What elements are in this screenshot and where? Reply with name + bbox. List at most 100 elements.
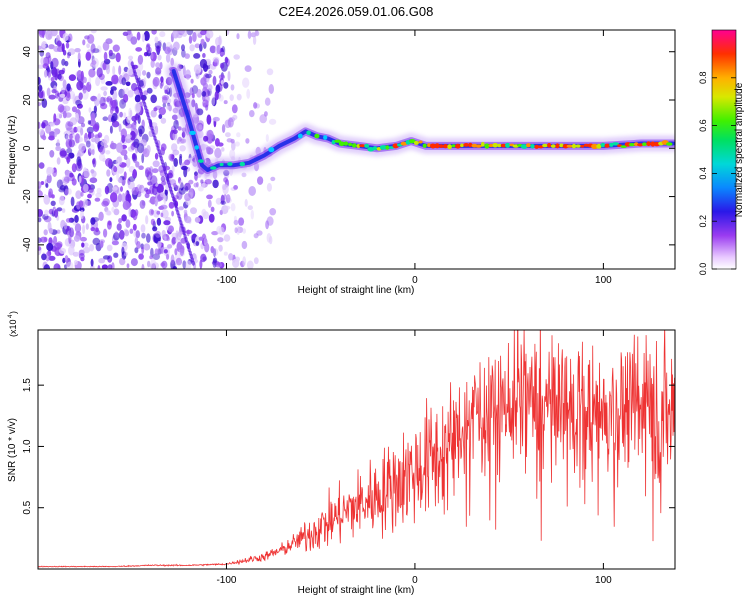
spectrogram-cell <box>219 51 226 56</box>
spectrogram-cell <box>200 179 204 184</box>
spectrogram-cell <box>74 223 82 233</box>
spectrogram-cell <box>125 219 131 228</box>
spectrogram-cell <box>150 209 154 215</box>
spectrogram-cell <box>137 62 144 72</box>
spectrogram-cell <box>364 143 370 148</box>
spectrogram-cell <box>48 94 56 100</box>
spectrogram-cell <box>232 258 240 268</box>
spectrogram-cell <box>210 206 215 212</box>
spectrogram-cell <box>488 143 494 148</box>
spectrogram-cell <box>56 139 60 149</box>
spectrogram-cell <box>218 35 222 46</box>
spectrogram-cell <box>141 246 145 254</box>
spectrogram-cell <box>111 99 117 109</box>
spectrogram-y-tick-label: -40 <box>22 237 33 252</box>
spectrogram-cell <box>45 30 53 40</box>
spectrogram-cell <box>600 142 606 148</box>
spectrogram-cell <box>48 227 54 234</box>
spectrogram-cell <box>87 193 92 199</box>
spectrogram-cell <box>62 67 66 73</box>
spectrogram-cell <box>250 209 254 220</box>
spectrogram-cell <box>80 70 84 81</box>
spectrogram-cell <box>121 77 127 86</box>
spectrogram-y-label: Frequency (Hz) <box>7 116 18 185</box>
spectrogram-cell <box>460 143 464 148</box>
spectrogram-cell <box>203 135 209 142</box>
spectrogram-cell <box>314 133 320 139</box>
spectrogram-cell <box>103 51 108 61</box>
spectrogram-cell <box>78 143 86 152</box>
spectrogram-cell <box>185 69 191 80</box>
spectrogram-cell <box>65 92 71 102</box>
spectrogram-cell <box>158 114 163 119</box>
spectrogram-cell <box>200 253 207 263</box>
spectrogram-cell <box>56 229 61 234</box>
spectrogram-cell <box>348 142 353 147</box>
spectrogram-cell <box>141 232 146 239</box>
spectrogram-cell <box>218 94 224 102</box>
spectrogram-cell <box>67 33 73 42</box>
spectrogram-cell <box>97 265 101 269</box>
spectrogram-cell <box>195 241 200 246</box>
spectrogram-cell <box>78 92 83 100</box>
spectrogram-cell <box>127 90 134 98</box>
spectrogram-cell <box>132 169 137 179</box>
spectrogram-cell <box>61 58 66 66</box>
spectrogram-x-ticks: -100 0 100 <box>216 30 612 286</box>
spectrogram-cell <box>160 76 164 83</box>
spectrogram-cell <box>207 84 213 92</box>
spectrogram-cell <box>198 236 204 241</box>
spectrogram-cell <box>84 138 88 143</box>
spectrogram-cell <box>233 185 239 190</box>
spectrogram-cell <box>620 145 627 149</box>
snr-y-tick-label: 1.0 <box>22 439 33 453</box>
colorbar-tick-label: 0.0 <box>698 263 708 276</box>
spectrogram-cell <box>109 125 113 134</box>
spectrogram-cell <box>105 150 111 155</box>
spectrogram-cell <box>194 145 199 150</box>
spectrogram-cell <box>51 89 57 94</box>
spectrogram-cell <box>155 67 162 75</box>
spectrogram-cell <box>178 155 183 166</box>
spectrogram-cell <box>190 78 194 84</box>
spectrogram-cell <box>150 52 154 60</box>
spectrogram-cell <box>112 186 118 191</box>
spectrogram-cell <box>65 218 72 223</box>
spectrogram-cell <box>418 140 423 144</box>
spectrogram-cell <box>175 257 183 266</box>
spectrogram-cell <box>141 153 145 164</box>
spectrogram-cell <box>323 135 328 140</box>
spectrogram-cell <box>575 144 581 148</box>
spectrogram-cell <box>434 143 440 149</box>
spectrogram-cell <box>41 98 48 108</box>
spectrogram-cell <box>56 207 63 212</box>
spectrogram-cell <box>131 122 137 130</box>
spectrogram-cell <box>90 43 96 54</box>
spectrogram-cell <box>68 74 76 81</box>
spectrogram-cell <box>210 246 215 254</box>
snr-x-tick-label: -100 <box>216 575 236 586</box>
spectrogram-cell <box>143 30 150 42</box>
spectrogram-cell <box>204 242 210 253</box>
spectrogram-cell <box>167 172 173 179</box>
spectrogram-cell <box>66 83 71 92</box>
spectrogram-cell <box>108 49 113 57</box>
spectrogram-cell <box>53 263 61 269</box>
spectrogram-cell <box>38 190 43 198</box>
spectrogram-cell <box>96 187 102 195</box>
spectrogram-cell <box>114 231 119 239</box>
spectrogram-cell <box>174 248 178 256</box>
spectrogram-cell <box>230 138 235 144</box>
spectrogram-cell <box>53 209 59 218</box>
spectrogram-cell <box>161 94 170 101</box>
spectrogram-cell <box>297 133 303 139</box>
snr-frame <box>37 329 676 570</box>
spectrogram-frame <box>37 29 676 270</box>
spectrogram-cell <box>161 180 167 186</box>
spectrogram-cell <box>60 87 66 94</box>
spectrogram-cell <box>150 258 157 269</box>
spectrogram-cell <box>136 241 141 249</box>
spectrogram-cell <box>91 217 100 222</box>
spectrogram-cell <box>163 220 171 226</box>
